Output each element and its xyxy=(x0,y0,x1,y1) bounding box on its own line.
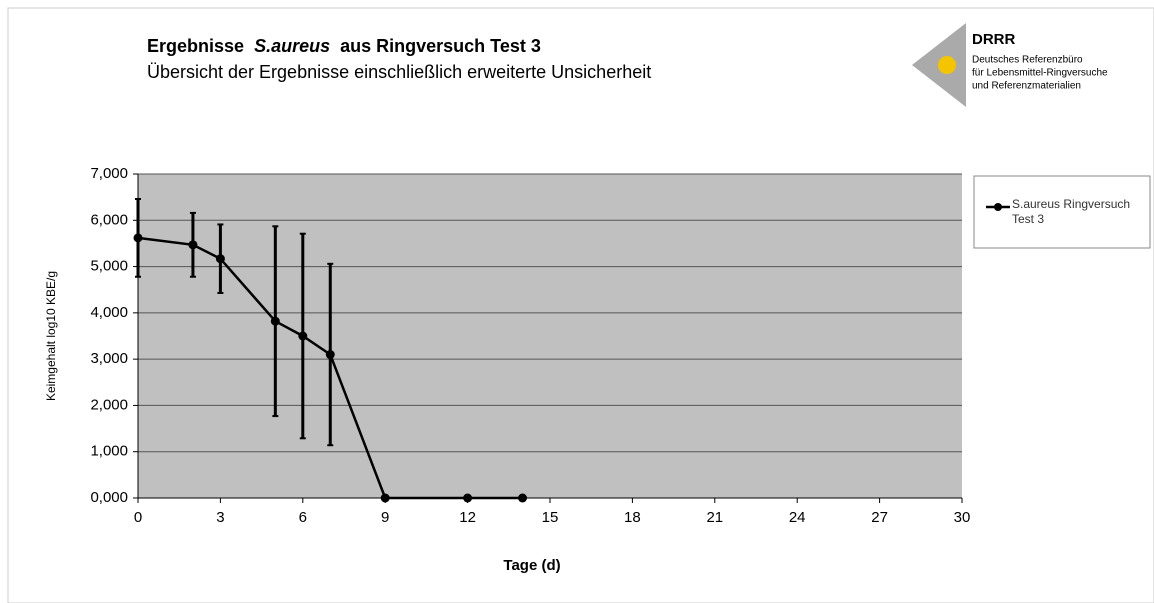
x-tick-label: 24 xyxy=(789,509,806,526)
x-tick-label: 15 xyxy=(542,509,559,526)
x-tick-label: 30 xyxy=(954,509,971,526)
point xyxy=(325,350,335,360)
point xyxy=(133,233,143,243)
title-part: S.aureus xyxy=(254,36,330,56)
point xyxy=(188,240,198,250)
point xyxy=(518,493,528,503)
x-tick-label: 9 xyxy=(381,509,389,526)
x-tick-label: 6 xyxy=(299,509,307,526)
legend-marker xyxy=(994,203,1002,211)
y-tick-label: 2,000 xyxy=(90,396,128,413)
logo-name: DRRR xyxy=(972,31,1015,48)
x-tick-label: 18 xyxy=(624,509,641,526)
point xyxy=(380,493,390,503)
x-tick-label: 3 xyxy=(216,509,224,526)
title-part: aus Ringversuch Test 3 xyxy=(340,36,541,56)
x-tick-label: 27 xyxy=(871,509,888,526)
y-axis-label: Keimgehalt log10 KBE/g xyxy=(44,271,58,401)
y-tick-label: 7,000 xyxy=(90,165,128,182)
plot-area xyxy=(138,174,962,498)
y-tick-label: 6,000 xyxy=(90,211,128,228)
chart-title: Ergebnisse S.aureus aus Ringversuch Test… xyxy=(147,36,541,56)
point xyxy=(463,493,473,503)
logo-dot xyxy=(938,56,956,74)
x-tick-label: 21 xyxy=(706,509,723,526)
y-tick-label: 0,000 xyxy=(90,489,128,506)
legend-label: S.aureus Ringversuch Test 3 xyxy=(1012,197,1131,226)
point xyxy=(270,316,280,326)
point xyxy=(215,254,225,264)
point xyxy=(298,331,308,341)
logo-line: für Lebensmittel-Ringversuche xyxy=(972,68,1108,79)
frame xyxy=(7,7,1154,603)
y-tick-label: 3,000 xyxy=(90,350,128,367)
title-part: Ergebnisse xyxy=(147,36,244,56)
x-tick-label: 0 xyxy=(134,509,142,526)
logo-line: Deutsches Referenzbüro xyxy=(972,55,1083,66)
x-tick-label: 12 xyxy=(459,509,476,526)
y-tick-label: 5,000 xyxy=(90,258,128,275)
x-axis-label: Tage (d) xyxy=(503,557,560,574)
y-tick-label: 4,000 xyxy=(90,304,128,321)
logo-line: und Referenzmaterialien xyxy=(972,81,1081,92)
y-tick-label: 1,000 xyxy=(90,443,128,460)
chart-subtitle: Übersicht der Ergebnisse einschließlich … xyxy=(147,62,651,82)
legend-box xyxy=(973,175,1151,249)
